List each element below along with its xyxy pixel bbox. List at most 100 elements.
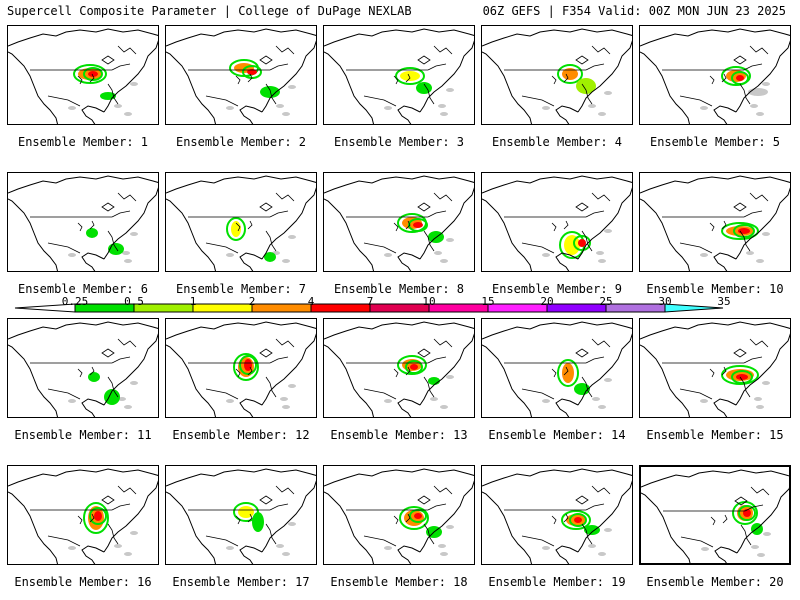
colorbar-tick-label: 1: [189, 295, 197, 308]
political-borders: [188, 338, 295, 400]
scp-field: [229, 59, 280, 98]
political-borders: [346, 45, 453, 107]
ensemble-member-map[interactable]: [165, 465, 317, 565]
scp-contour: [446, 238, 454, 242]
political-borders: [30, 485, 137, 547]
ensemble-member-map[interactable]: [639, 25, 791, 125]
ensemble-member-map[interactable]: [323, 172, 475, 272]
colorbar-segment: [487, 303, 548, 313]
ensemble-member-map[interactable]: [481, 465, 633, 565]
map-plot: [324, 175, 474, 271]
scp-field: [561, 510, 600, 535]
scp-contour: [701, 547, 709, 551]
ensemble-member-map[interactable]: [7, 465, 159, 565]
scp-contour: [384, 546, 392, 550]
scp-contour: [562, 363, 574, 383]
scp-contour: [598, 405, 606, 409]
ensemble-member-map[interactable]: [165, 318, 317, 418]
ensemble-member-map[interactable]: [639, 465, 791, 565]
scp-contour: [89, 507, 107, 525]
scp-field: [233, 353, 259, 381]
colorbar-tick-label: 0.25: [61, 295, 89, 308]
political-borders: [504, 485, 611, 547]
ensemble-member-map[interactable]: [7, 318, 159, 418]
ensemble-member-map[interactable]: [639, 172, 791, 272]
member-caption: Ensemble Member: 2: [175, 135, 307, 149]
coastline: [8, 175, 158, 271]
political-borders: [504, 338, 611, 400]
scp-contour: [413, 222, 423, 228]
low-scp-areas: [226, 384, 296, 409]
scp-field: [226, 217, 276, 262]
scp-contour: [736, 374, 748, 380]
scp-contour: [569, 513, 587, 527]
coastline: [324, 468, 474, 564]
coastline: [482, 175, 632, 271]
ensemble-member-map[interactable]: [7, 25, 159, 125]
scp-contour: [763, 532, 771, 536]
member-caption: Ensemble Member: 16: [14, 575, 152, 589]
member-caption: Ensemble Member: 6: [17, 282, 149, 296]
scp-contour: [428, 377, 440, 385]
map-plot: [640, 175, 790, 271]
low-scp-areas: [701, 532, 771, 557]
ensemble-member-map[interactable]: [481, 25, 633, 125]
ensemble-member-map[interactable]: [165, 172, 317, 272]
coastline: [324, 28, 474, 124]
member-caption: Ensemble Member: 9: [491, 282, 623, 296]
scp-contour: [280, 397, 288, 401]
ensemble-member-map[interactable]: [7, 172, 159, 272]
political-borders: [188, 192, 295, 254]
scp-contour: [757, 553, 765, 557]
scp-contour: [446, 375, 454, 379]
colorbar-segment: [192, 303, 253, 313]
scp-contour: [596, 251, 604, 255]
scp-contour: [400, 71, 420, 81]
ensemble-member-map[interactable]: [481, 172, 633, 272]
ensemble-member-map[interactable]: [323, 318, 475, 418]
scp-contour: [104, 389, 120, 405]
scp-contour: [721, 66, 751, 86]
scp-contour: [557, 64, 583, 84]
low-scp-areas: [700, 82, 770, 116]
scp-contour: [239, 355, 257, 375]
coastline: [166, 468, 316, 564]
coastline: [8, 468, 158, 564]
scp-field: [559, 231, 591, 259]
scp-field: [732, 501, 763, 535]
coastline: [324, 175, 474, 271]
member-caption: Ensemble Member: 18: [330, 575, 468, 589]
scp-contour: [700, 399, 708, 403]
scp-contour: [750, 104, 758, 108]
ensemble-member-map[interactable]: [639, 318, 791, 418]
scp-contour: [130, 232, 138, 236]
ensemble-member-map[interactable]: [481, 318, 633, 418]
ensemble-member-map[interactable]: [165, 25, 317, 125]
scp-contour: [404, 510, 424, 526]
scp-contour: [288, 522, 296, 526]
low-scp-areas: [384, 238, 454, 263]
colorbar-segment: [428, 303, 489, 313]
colorbar-tick-label: 30: [658, 295, 672, 308]
map-plot: [482, 468, 632, 564]
scp-contour: [561, 510, 591, 530]
scp-contour: [83, 67, 103, 81]
scp-contour: [384, 399, 392, 403]
scp-contour: [384, 253, 392, 257]
scp-field: [721, 365, 759, 385]
colorbar-segment: [369, 303, 430, 313]
political-borders: [346, 338, 453, 400]
ensemble-member-map[interactable]: [323, 25, 475, 125]
scp-contour: [122, 251, 130, 255]
scp-contour: [114, 544, 122, 548]
member-caption: Ensemble Member: 7: [175, 282, 307, 296]
scp-contour: [405, 360, 423, 374]
map-plot: [640, 28, 790, 124]
low-scp-areas: [226, 522, 296, 556]
scp-contour: [440, 112, 448, 116]
scp-contour: [542, 546, 550, 550]
ensemble-member-map[interactable]: [323, 465, 475, 565]
map-plot: [8, 175, 158, 271]
colorbar-segment: [546, 303, 607, 313]
scp-contour: [604, 91, 612, 95]
